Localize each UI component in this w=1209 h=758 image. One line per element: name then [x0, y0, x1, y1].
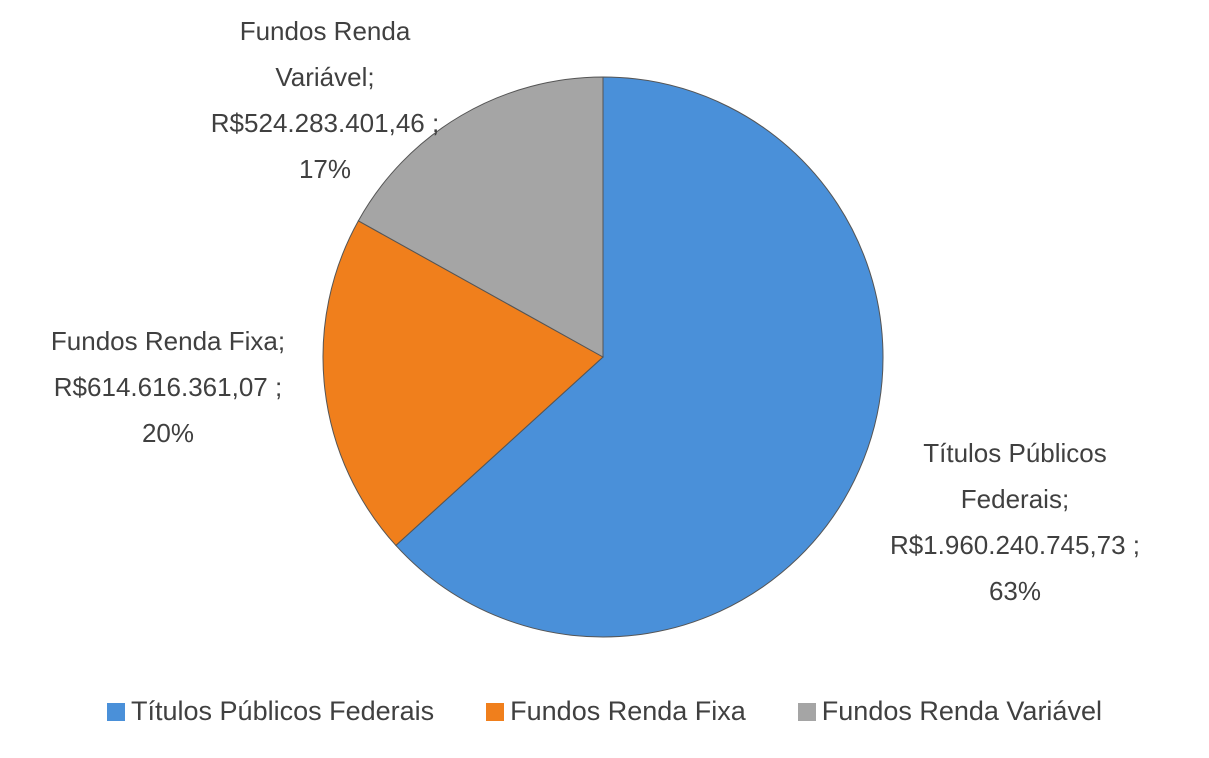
legend-item: Títulos Públicos Federais: [107, 696, 434, 727]
data-label: Fundos Renda Variável; R$524.283.401,46 …: [210, 16, 440, 184]
pie-slice: [322, 220, 604, 547]
legend-item: Fundos Renda Variável: [797, 696, 1102, 727]
legend-label: Fundos Renda Fixa: [510, 696, 746, 726]
data-label: Títulos Públicos Federais; R$1.960.240.7…: [889, 438, 1141, 606]
legend-label: Títulos Públicos Federais: [131, 696, 435, 726]
legend-swatch: [107, 702, 126, 721]
pie-slice: [395, 76, 884, 638]
legend: Títulos Públicos Federais Fundos Renda Fi…: [0, 696, 1209, 727]
legend-label: Fundos Renda Variável: [821, 696, 1102, 726]
legend-swatch: [486, 702, 505, 721]
data-label: Fundos Renda Fixa; R$614.616.361,07 ; 20…: [50, 326, 286, 448]
pie-slice: [357, 76, 604, 358]
legend-item: Fundos Renda Fixa: [486, 696, 746, 727]
legend-swatch: [797, 702, 816, 721]
